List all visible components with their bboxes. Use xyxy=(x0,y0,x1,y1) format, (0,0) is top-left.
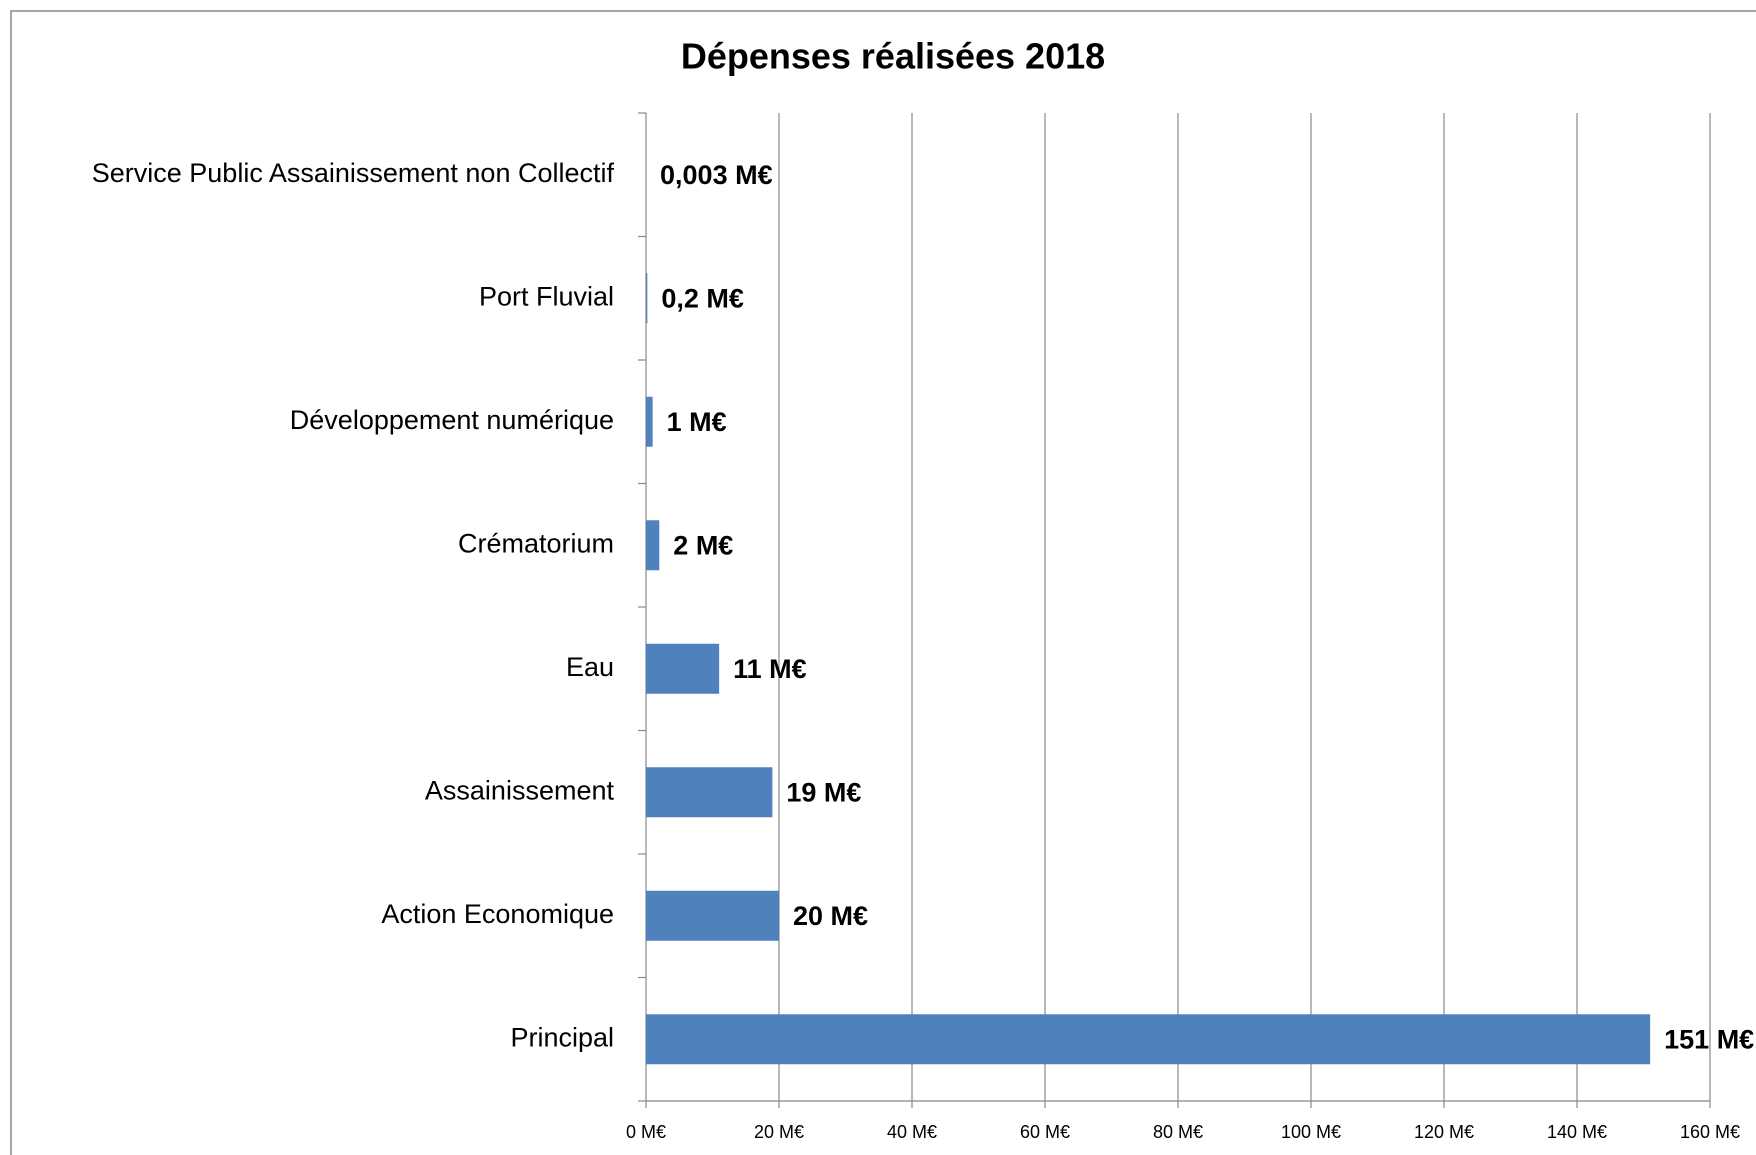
x-tick-label: 20 M€ xyxy=(754,1122,804,1142)
y-tick-label: Service Public Assainissement non Collec… xyxy=(92,158,615,188)
x-tick-label: 40 M€ xyxy=(887,1122,937,1142)
data-label: 20 M€ xyxy=(793,901,868,931)
data-label: 11 M€ xyxy=(733,654,807,684)
y-tick-label: Port Fluvial xyxy=(479,281,614,311)
bar xyxy=(646,1014,1651,1065)
data-label: 151 M€ xyxy=(1664,1024,1754,1054)
bar xyxy=(646,396,653,447)
x-tick-label: 60 M€ xyxy=(1020,1122,1070,1142)
bar xyxy=(646,890,779,941)
bar xyxy=(646,767,773,818)
bar xyxy=(646,273,648,324)
y-tick-label: Principal xyxy=(510,1022,614,1052)
x-tick-label: 160 M€ xyxy=(1680,1122,1740,1142)
x-tick-label: 140 M€ xyxy=(1547,1122,1607,1142)
x-tick-label: 100 M€ xyxy=(1281,1122,1341,1142)
y-tick-label: Crématorium xyxy=(458,528,614,558)
data-label: 0,003 M€ xyxy=(660,160,773,190)
chart-title: Dépenses réalisées 2018 xyxy=(681,36,1105,77)
y-tick-label: Développement numérique xyxy=(290,405,614,435)
x-tick-label: 120 M€ xyxy=(1414,1122,1474,1142)
bar xyxy=(646,643,720,694)
data-label: 19 M€ xyxy=(786,777,861,807)
x-tick-label: 80 M€ xyxy=(1153,1122,1203,1142)
y-tick-label: Eau xyxy=(566,652,614,682)
data-label: 2 M€ xyxy=(673,530,733,560)
x-tick-label: 0 M€ xyxy=(626,1122,666,1142)
bar xyxy=(646,520,660,571)
chart-frame xyxy=(10,10,1756,1155)
data-label: 0,2 M€ xyxy=(661,283,744,313)
y-tick-label: Action Economique xyxy=(381,899,614,929)
data-label: 1 M€ xyxy=(667,407,727,437)
y-tick-label: Assainissement xyxy=(425,775,615,805)
